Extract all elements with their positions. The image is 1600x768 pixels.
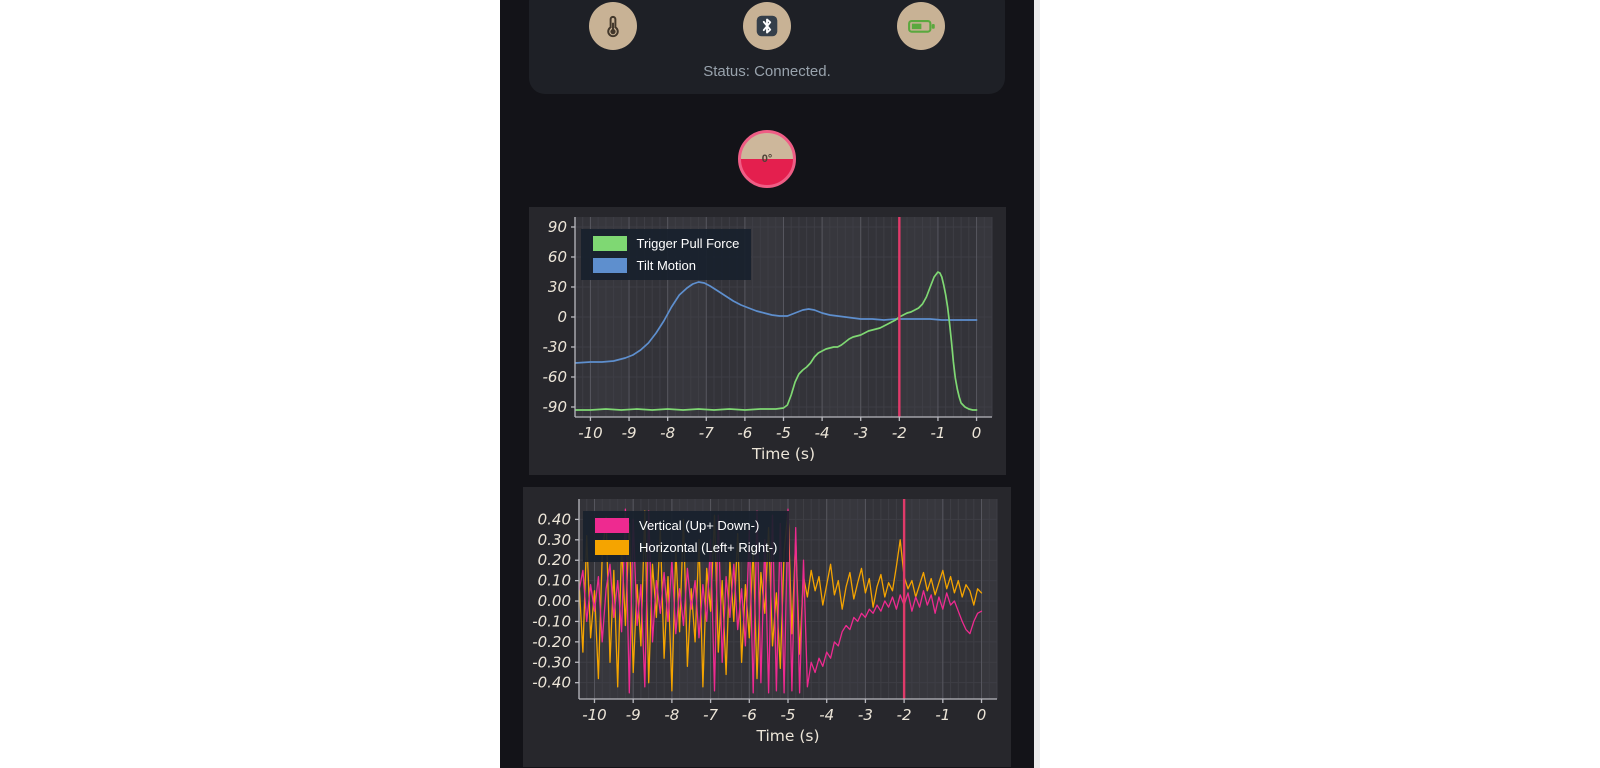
svg-text:-9: -9: [626, 706, 641, 724]
recoil-chart-panel: Vertical (Up+ Down-) Horizontal (Left+ R…: [523, 487, 1011, 767]
status-card: Status: Connected.: [529, 0, 1005, 94]
svg-text:30: 30: [547, 278, 566, 296]
legend-label: Tilt Motion: [636, 258, 696, 273]
svg-text:-3: -3: [853, 424, 868, 442]
legend-row: Trigger Pull Force: [592, 236, 740, 251]
app-column: Status: Connected. 0° Trigger Pull Force…: [500, 0, 1034, 768]
tilt-motion-swatch: [592, 258, 627, 273]
svg-text:-7: -7: [703, 706, 718, 724]
svg-text:-7: -7: [698, 424, 713, 442]
svg-text:-8: -8: [664, 706, 679, 724]
svg-text:-6: -6: [742, 706, 757, 724]
svg-text:-5: -5: [781, 706, 796, 724]
legend-label: Horizontal (Left+ Right-): [639, 540, 778, 555]
horizontal-swatch: [595, 540, 629, 555]
svg-text:0.40: 0.40: [538, 510, 571, 528]
battery-icon: [908, 19, 935, 33]
svg-text:-5: -5: [776, 424, 791, 442]
svg-text:Time (s): Time (s): [750, 445, 814, 463]
svg-text:60: 60: [547, 248, 566, 266]
svg-text:-10: -10: [582, 706, 607, 724]
svg-text:-9: -9: [621, 424, 636, 442]
legend-row: Horizontal (Left+ Right-): [595, 540, 777, 555]
svg-text:Time (s): Time (s): [755, 727, 819, 745]
sensor-icon-row: [529, 2, 1005, 50]
svg-text:0.20: 0.20: [538, 551, 571, 569]
svg-text:-3: -3: [858, 706, 873, 724]
svg-text:0.10: 0.10: [538, 572, 571, 590]
legend-row: Vertical (Up+ Down-): [595, 518, 777, 533]
svg-text:90: 90: [547, 218, 566, 236]
svg-text:-4: -4: [814, 424, 829, 442]
svg-text:0.30: 0.30: [538, 531, 571, 549]
status-text: Status: Connected.: [703, 63, 831, 80]
svg-text:-2: -2: [897, 706, 912, 724]
svg-text:-1: -1: [935, 706, 950, 724]
svg-text:-60: -60: [542, 368, 567, 386]
svg-text:-8: -8: [660, 424, 675, 442]
battery-button[interactable]: [897, 2, 945, 50]
svg-text:0.00: 0.00: [538, 592, 571, 610]
svg-text:0: 0: [977, 706, 987, 724]
svg-text:-10: -10: [578, 424, 603, 442]
force-tilt-chart-legend: Trigger Pull Force Tilt Motion: [580, 229, 752, 280]
svg-text:-0.10: -0.10: [532, 612, 571, 630]
legend-label: Vertical (Up+ Down-): [639, 518, 760, 533]
svg-text:0: 0: [557, 308, 567, 326]
scrollbar-track[interactable]: [1034, 0, 1040, 768]
bluetooth-icon: [756, 15, 778, 37]
svg-text:-1: -1: [930, 424, 945, 442]
tilt-dial: 0°: [738, 130, 796, 188]
svg-text:0: 0: [971, 424, 981, 442]
svg-text:-90: -90: [542, 398, 567, 416]
thermometer-button[interactable]: [589, 2, 637, 50]
recoil-chart-legend: Vertical (Up+ Down-) Horizontal (Left+ R…: [583, 511, 790, 562]
force-tilt-chart-panel: Trigger Pull Force Tilt Motion 90 60 30 0 -3…: [528, 207, 1006, 475]
svg-text:-6: -6: [737, 424, 752, 442]
thermometer-icon: [607, 15, 619, 38]
svg-text:-30: -30: [542, 338, 567, 356]
svg-text:-4: -4: [819, 706, 834, 724]
vertical-swatch: [595, 518, 629, 533]
svg-text:-0.30: -0.30: [532, 653, 571, 671]
svg-text:-0.40: -0.40: [532, 674, 571, 692]
svg-text:-2: -2: [891, 424, 906, 442]
svg-text:-0.20: -0.20: [532, 633, 571, 651]
bluetooth-button[interactable]: [743, 2, 791, 50]
legend-row: Tilt Motion: [592, 258, 740, 273]
tilt-dial-value: 0°: [761, 153, 773, 165]
trigger-pull-force-swatch: [592, 236, 627, 251]
legend-label: Trigger Pull Force: [636, 236, 740, 251]
